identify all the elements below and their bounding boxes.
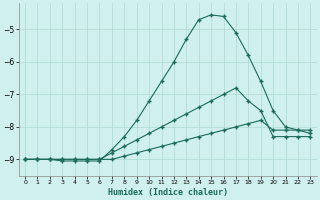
X-axis label: Humidex (Indice chaleur): Humidex (Indice chaleur) <box>108 188 228 197</box>
